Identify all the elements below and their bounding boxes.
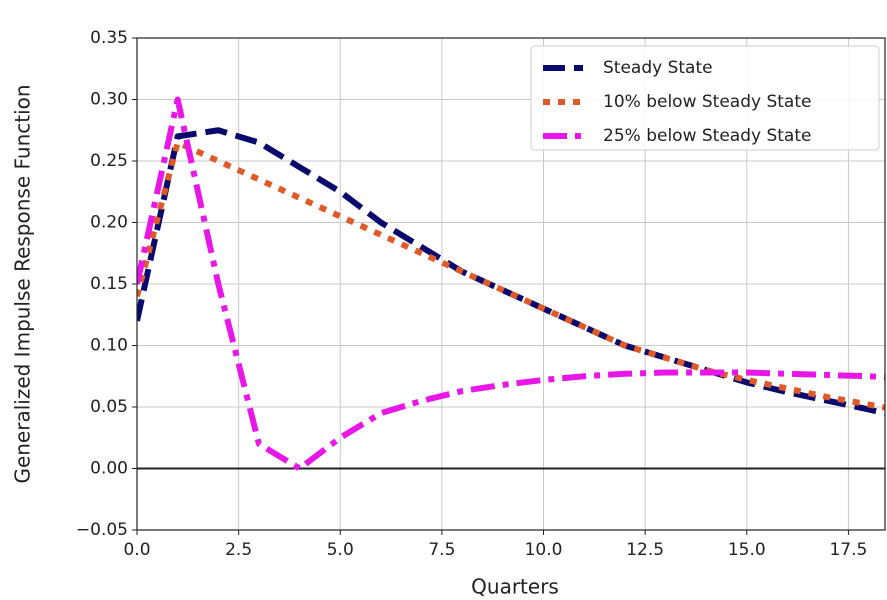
y-axis-label: Generalized Impulse Response Function [11,84,35,483]
y-tick-label: 0.20 [90,213,128,233]
x-tick-label: 10.0 [525,540,563,560]
y-tick-label: 0.25 [90,151,128,171]
y-tick-label: 0.30 [90,90,128,110]
x-tick-label: 5.0 [327,540,354,560]
legend-box [530,45,880,151]
y-tick-label: 0.10 [90,336,128,356]
x-tick-label: 2.5 [225,540,252,560]
y-tick-label: 0.00 [90,459,128,479]
y-tick-label: 0.05 [90,397,128,417]
x-axis-label: Quarters [471,575,559,599]
series-line [137,96,885,472]
x-tick-label: 7.5 [428,540,455,560]
x-tick-label: 15.0 [728,540,766,560]
x-tick-label: 12.5 [626,540,664,560]
series-line [137,139,885,411]
y-tick-label: 0.15 [90,274,128,294]
series-line [137,127,885,417]
legend-label: 25% below Steady State [603,126,811,146]
x-tick-label: 0.0 [123,540,150,560]
y-tick-label: 0.35 [90,28,128,48]
legend-label: 10% below Steady State [603,92,811,112]
legend-label: Steady State [603,58,713,78]
x-tick-label: 17.5 [829,540,867,560]
y-tick-label: −0.05 [76,520,128,540]
